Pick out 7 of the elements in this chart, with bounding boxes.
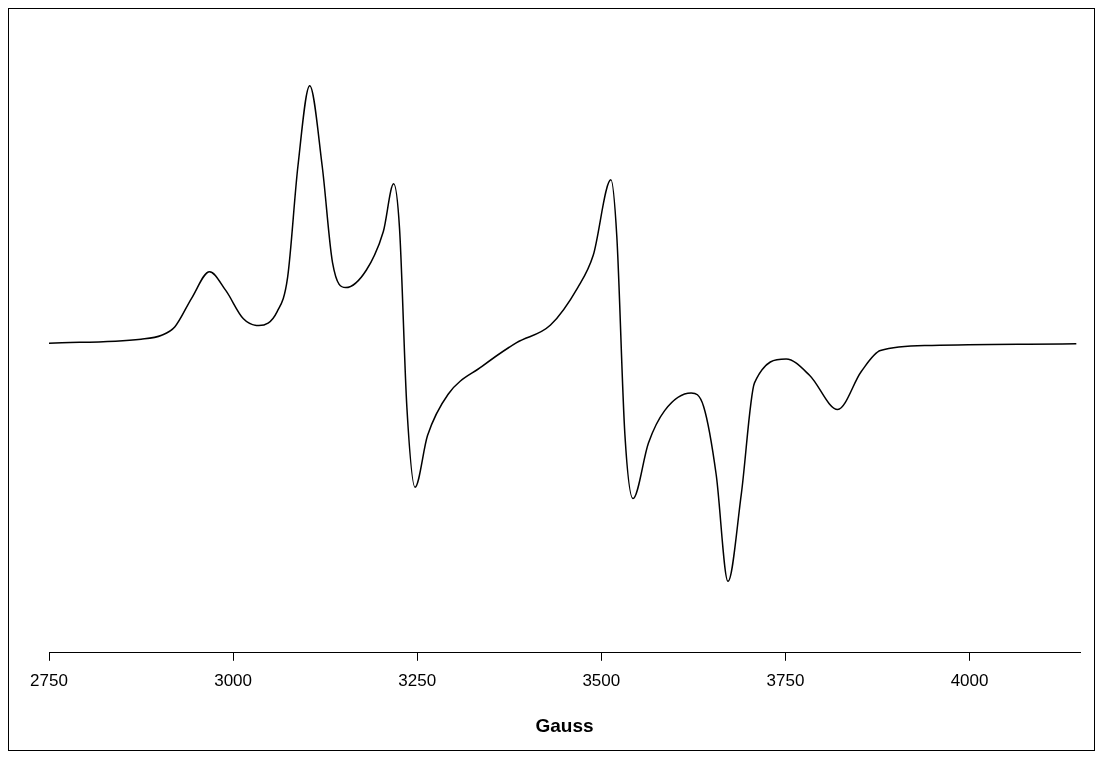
x-axis-title: Gauss [535,714,594,736]
x-tick-label: 3250 [398,670,437,690]
x-tick-label: 3750 [766,670,805,690]
x-tick-label: 2750 [30,670,68,690]
x-tick-label: 3000 [214,670,253,690]
x-tick-label: 4000 [950,670,989,690]
x-tick-label: 3500 [582,670,621,690]
